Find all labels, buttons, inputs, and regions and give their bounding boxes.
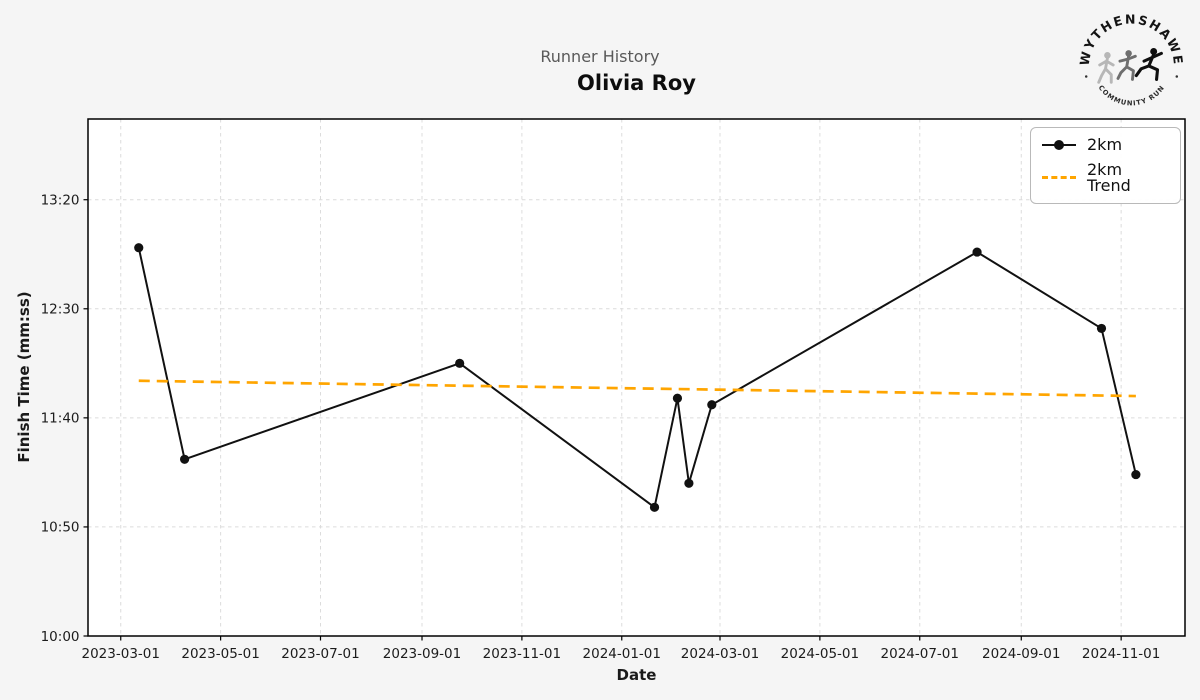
x-tick-label: 2023-03-01	[82, 646, 160, 662]
y-tick-label: 13:20	[41, 193, 80, 209]
legend-item-2km: 2km	[1042, 137, 1170, 153]
y-tick-label: 11:40	[41, 411, 80, 427]
legend-item-2km-trend: 2km Trend	[1042, 162, 1170, 194]
y-tick-label: 12:30	[41, 302, 80, 318]
legend-circle-marker	[1054, 139, 1064, 150]
runner-silhouette-gray	[1116, 50, 1137, 81]
series-2km-markers	[134, 243, 1141, 512]
x-tick-label: 2024-01-01	[583, 646, 661, 662]
plot-area	[88, 119, 1185, 636]
legend-dashed-line	[1042, 175, 1076, 179]
logo-right-dot	[1175, 75, 1179, 78]
data-point	[972, 247, 982, 257]
club-logo: WYTHENSHAWE COMMUNITY RUN	[1078, 12, 1184, 108]
data-point	[180, 454, 190, 464]
series-2km-trend-line	[138, 379, 1136, 398]
logo-arc-bottom-text: COMMUNITY RUN	[1097, 84, 1167, 108]
plot-border	[87, 118, 1186, 637]
data-point	[1131, 469, 1141, 480]
logo-left-dot	[1084, 75, 1088, 78]
data-point	[1096, 323, 1107, 334]
series-2km-line	[137, 247, 1137, 509]
tick-labels: 2023-03-01 2023-05-01 2023-07-01 2023-09-01…	[41, 193, 1161, 662]
runner-silhouette-light	[1097, 52, 1115, 84]
chart-suptitle: Runner History	[540, 47, 660, 66]
data-point	[455, 358, 465, 368]
x-tick-label: 2024-05-01	[781, 646, 859, 662]
x-tick-label: 2023-05-01	[181, 646, 259, 662]
y-tick-label: 10:00	[41, 629, 80, 645]
data-point	[684, 478, 694, 488]
x-tick-label: 2024-11-01	[1082, 646, 1160, 662]
runner-silhouette-black	[1134, 48, 1163, 81]
x-axis-label: Date	[616, 666, 657, 684]
x-tick-label: 2024-03-01	[681, 646, 759, 662]
tick-marks	[83, 199, 1122, 641]
legend-label-2km: 2km	[1087, 135, 1123, 154]
legend-label-2km-trend: 2km Trend	[1087, 160, 1131, 195]
data-point	[649, 502, 660, 512]
data-point	[672, 393, 683, 403]
data-point	[134, 243, 144, 253]
x-tick-label: 2023-11-01	[483, 646, 561, 662]
x-tick-label: 2023-09-01	[383, 646, 461, 662]
legend-line-marker-sample	[1042, 139, 1076, 152]
y-tick-label: 10:50	[41, 520, 80, 536]
runner-name-title: Olivia Roy	[577, 71, 696, 95]
legend-dashed-sample	[1042, 172, 1076, 185]
data-point	[707, 400, 717, 410]
x-tick-label: 2023-07-01	[281, 646, 359, 662]
x-tick-label: 2024-07-01	[881, 646, 959, 662]
x-tick-label: 2024-09-01	[982, 646, 1060, 662]
y-axis-label: Finish Time (mm:ss)	[15, 291, 33, 463]
legend: 2km 2km Trend	[1030, 127, 1181, 204]
